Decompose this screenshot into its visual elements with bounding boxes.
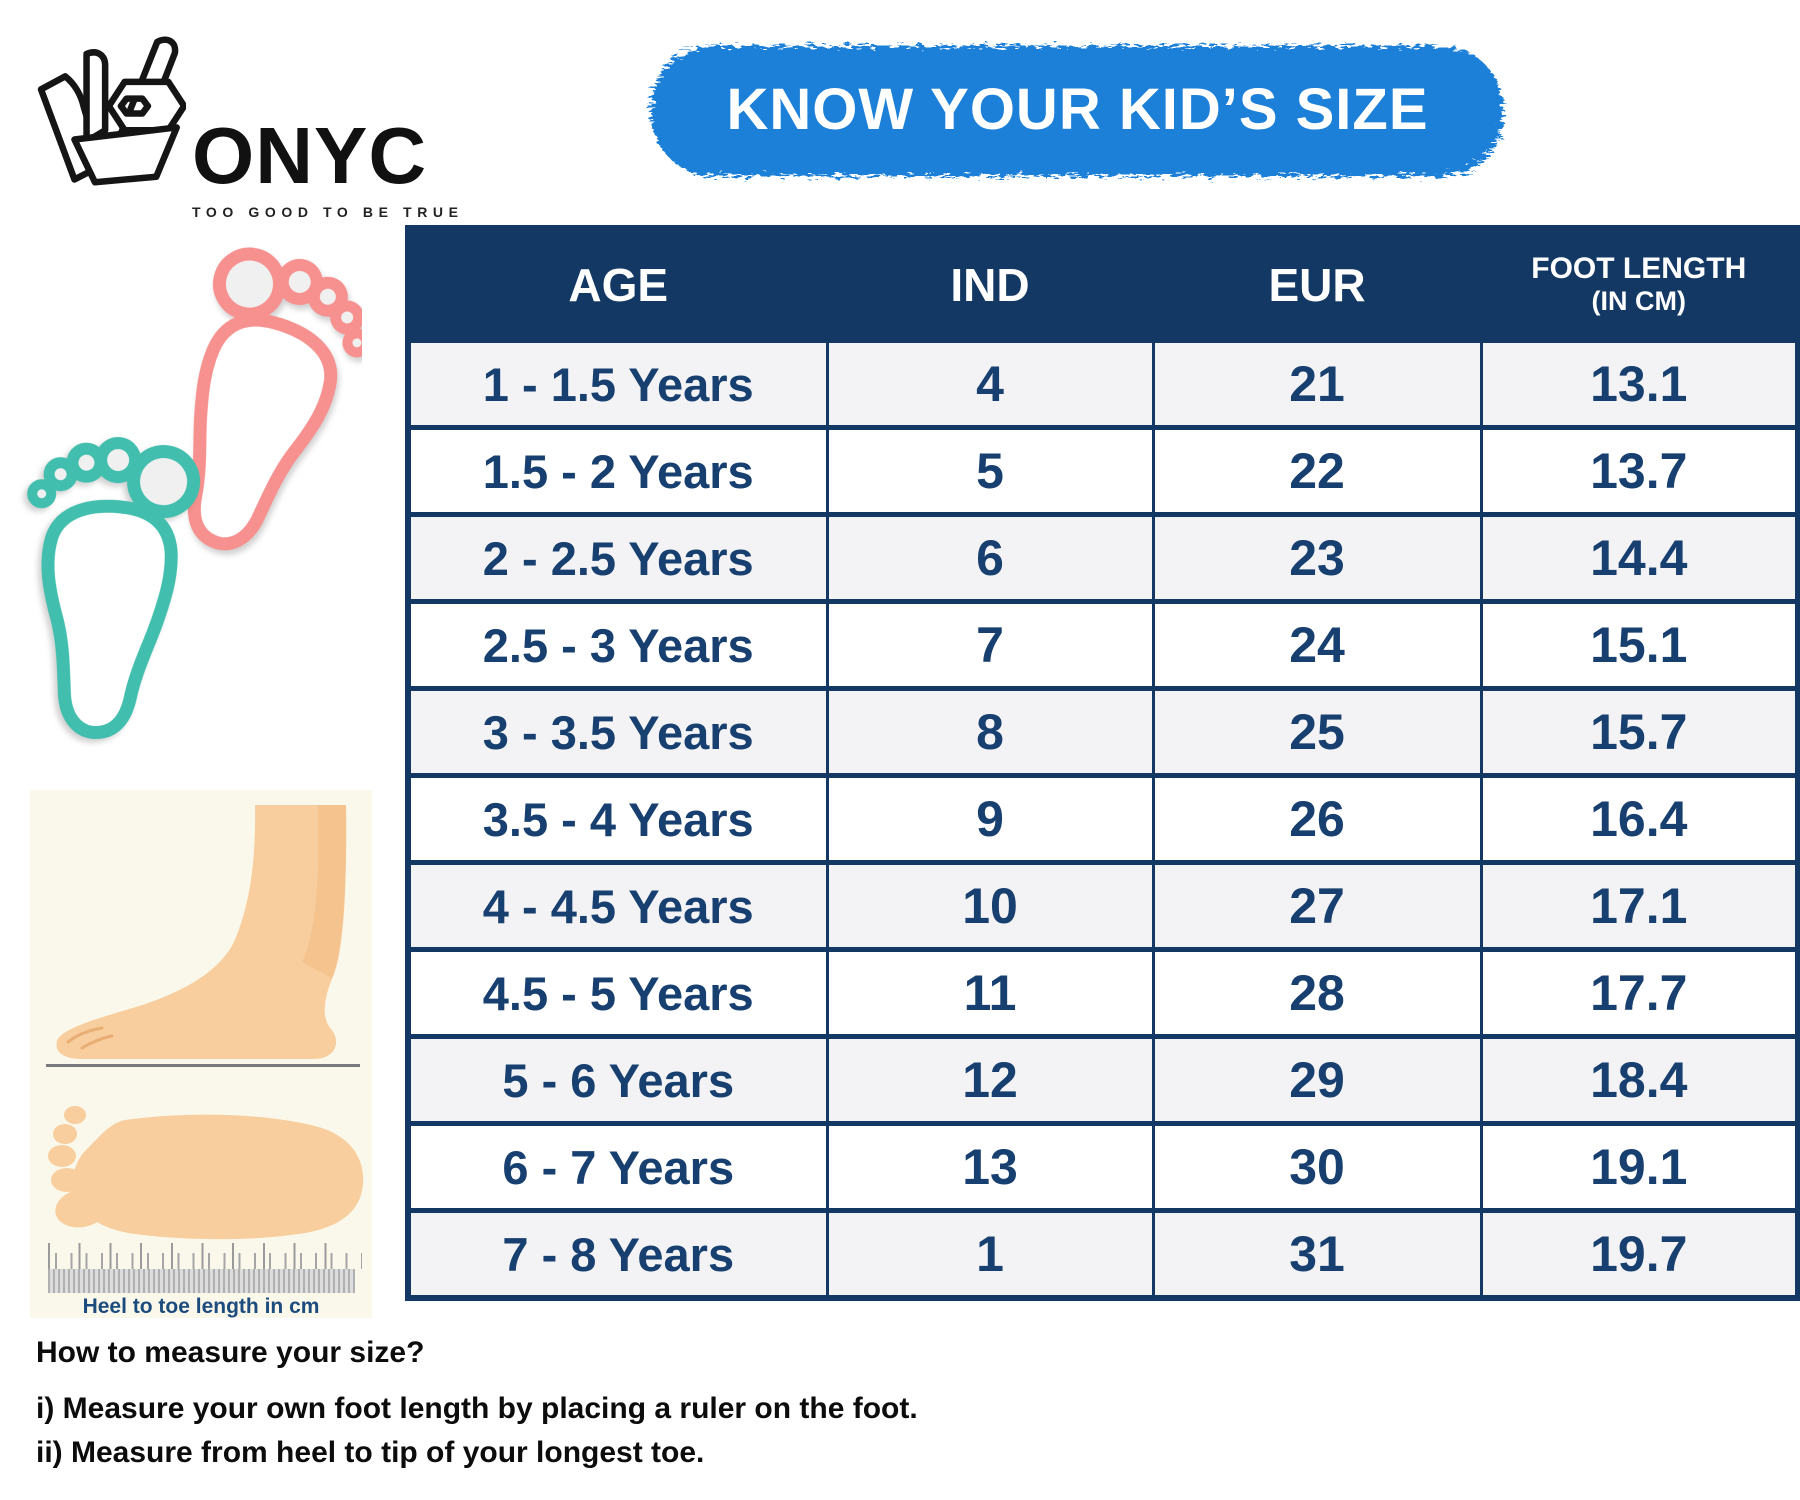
- brand-name: ONYC: [192, 111, 428, 200]
- ind-cell: 7: [825, 599, 1155, 691]
- age-cell: 5 - 6 Years: [406, 1034, 829, 1126]
- ruler: [48, 1243, 362, 1293]
- foot-length-cell: 15.1: [1479, 599, 1800, 691]
- foot-length-cell: 16.4: [1479, 773, 1800, 865]
- measuring-instructions: How to measure your size? i) Measure you…: [36, 1336, 1236, 1480]
- foot-illustration: [46, 805, 364, 1240]
- instruction-step-1: i) Measure your own foot length by placi…: [36, 1392, 918, 1425]
- foot-length-cell: 17.1: [1479, 860, 1800, 952]
- eur-cell: 25: [1151, 686, 1483, 778]
- side-foot-illustration: [56, 805, 347, 1059]
- ind-cell: 10: [825, 860, 1155, 952]
- foot-length-cell: 13.1: [1479, 338, 1800, 430]
- foot-length-cell: 19.1: [1479, 1121, 1800, 1213]
- eur-cell: 28: [1151, 947, 1483, 1039]
- ind-cell: 4: [825, 338, 1155, 430]
- eur-cell: 23: [1151, 512, 1483, 604]
- table-row: 1 - 1.5 Years 4 21 13.1: [406, 338, 1800, 430]
- age-cell: 3.5 - 4 Years: [406, 773, 829, 865]
- table-row: 2.5 - 3 Years 7 24 15.1: [406, 599, 1800, 691]
- foot-length-cell: 17.7: [1479, 947, 1800, 1039]
- col-header-foot-length: FOOT LENGTH (IN CM): [1479, 226, 1800, 342]
- table-row: 4 - 4.5 Years 10 27 17.1: [406, 860, 1800, 952]
- ind-cell: 6: [825, 512, 1155, 604]
- size-chart-table: AGE IND EUR FOOT LENGTH (IN CM) 1 - 1.5 …: [405, 225, 1800, 1301]
- ruler-caption: Heel to toe length in cm: [82, 1295, 320, 1318]
- foot-length-cell: 14.4: [1479, 512, 1800, 604]
- eur-cell: 29: [1151, 1034, 1483, 1126]
- eur-cell: 22: [1151, 425, 1483, 517]
- ind-header-label: IND: [950, 258, 1030, 311]
- table-row: 7 - 8 Years 1 31 19.7: [406, 1208, 1800, 1301]
- age-header-label: AGE: [568, 258, 669, 311]
- foot-length-cell: 15.7: [1479, 686, 1800, 778]
- table-row: 4.5 - 5 Years 11 28 17.7: [406, 947, 1800, 1039]
- table-row: 6 - 7 Years 13 30 19.1: [406, 1121, 1800, 1213]
- baby-footprints-graphic: [12, 242, 362, 782]
- brand-tagline: TOO GOOD TO BE TRUE: [192, 204, 464, 220]
- foot-length-header-line1: FOOT LENGTH: [1531, 251, 1747, 285]
- ind-cell: 9: [825, 773, 1155, 865]
- foot-measuring-panel: Heel to toe length in cm: [30, 790, 372, 1318]
- table-row: 3 - 3.5 Years 8 25 15.7: [406, 686, 1800, 778]
- ind-cell: 8: [825, 686, 1155, 778]
- eur-cell: 26: [1151, 773, 1483, 865]
- foot-length-cell: 18.4: [1479, 1034, 1800, 1126]
- eur-cell: 21: [1151, 338, 1483, 430]
- table-header-row: AGE IND EUR FOOT LENGTH (IN CM): [406, 226, 1800, 342]
- table-row: 1.5 - 2 Years 5 22 13.7: [406, 425, 1800, 517]
- col-header-ind: IND: [825, 226, 1155, 342]
- age-cell: 6 - 7 Years: [406, 1121, 829, 1213]
- age-cell: 2.5 - 3 Years: [406, 599, 829, 691]
- table-row: 2 - 2.5 Years 6 23 14.4: [406, 512, 1800, 604]
- age-cell: 4.5 - 5 Years: [406, 947, 829, 1039]
- title-banner: KNOW YOUR KID’S SIZE: [625, 22, 1530, 200]
- age-cell: 2 - 2.5 Years: [406, 512, 829, 604]
- instruction-step-2: ii) Measure from heel to tip of your lon…: [36, 1436, 705, 1469]
- age-cell: 4 - 4.5 Years: [406, 860, 829, 952]
- foot-length-cell: 13.7: [1479, 425, 1800, 517]
- eur-cell: 24: [1151, 599, 1483, 691]
- table-row: 5 - 6 Years 12 29 18.4: [406, 1034, 1800, 1126]
- pink-footprint-icon: [154, 245, 362, 566]
- age-cell: 3 - 3.5 Years: [406, 686, 829, 778]
- ind-cell: 13: [825, 1121, 1155, 1213]
- top-foot-illustration: [48, 1106, 364, 1240]
- age-cell: 1.5 - 2 Years: [406, 425, 829, 517]
- age-cell: 1 - 1.5 Years: [406, 338, 829, 430]
- table-row: 3.5 - 4 Years 9 26 16.4: [406, 773, 1800, 865]
- eur-header-label: EUR: [1268, 258, 1366, 311]
- col-header-age: AGE: [406, 226, 829, 342]
- logo-text-block: ONYC TOO GOOD TO BE TRUE: [192, 111, 464, 221]
- eur-cell: 31: [1151, 1208, 1483, 1301]
- ruler-mid-ticks: [55, 1253, 362, 1269]
- banner-brush-shape: [651, 46, 1503, 176]
- teal-footprint-icon: [12, 432, 198, 741]
- onyc-logo-mark-icon: [37, 36, 186, 186]
- eur-cell: 27: [1151, 860, 1483, 952]
- ind-cell: 1: [825, 1208, 1155, 1301]
- ind-cell: 5: [825, 425, 1155, 517]
- ruler-comb-ticks: [48, 1269, 355, 1293]
- age-cell: 7 - 8 Years: [406, 1208, 829, 1301]
- floor-line: [46, 1064, 360, 1067]
- foot-length-header-line2: (IN CM): [1591, 286, 1686, 317]
- eur-cell: 30: [1151, 1121, 1483, 1213]
- ind-cell: 12: [825, 1034, 1155, 1126]
- foot-length-cell: 19.7: [1479, 1208, 1800, 1301]
- ind-cell: 11: [825, 947, 1155, 1039]
- instructions-heading: How to measure your size?: [36, 1336, 425, 1369]
- banner-title: KNOW YOUR KID’S SIZE: [726, 77, 1429, 143]
- col-header-eur: EUR: [1151, 226, 1483, 342]
